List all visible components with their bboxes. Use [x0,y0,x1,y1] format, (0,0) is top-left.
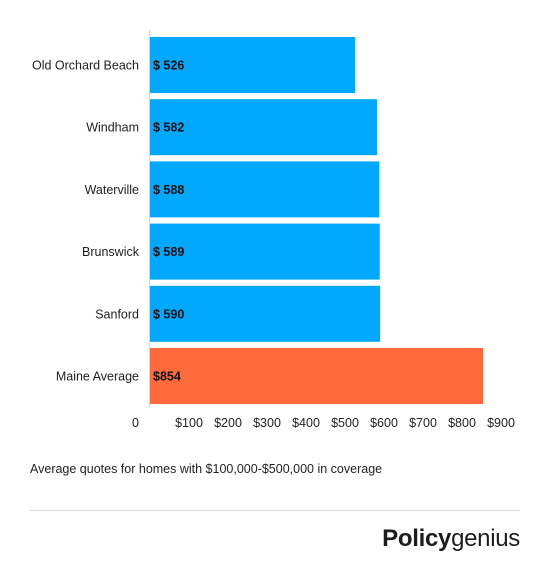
bar-brunswick [150,223,380,280]
category-label-maine-average: Maine Average [56,370,139,384]
x-axis-ticks: 0 $100 $200 $300 $400 $500 $600 $700 $800 $900 [132,416,515,430]
bar-waterville [150,161,380,218]
x-tick-label-0: 0 [132,416,139,430]
bar-old-orchard-beach [150,37,356,93]
bar-sanford [150,285,381,342]
x-tick-label-200: $200 [214,416,242,430]
data-label-brunswick: $ 589 [153,245,184,259]
data-label-waterville: $ 588 [153,183,184,197]
x-tick-label-700: $700 [409,416,437,430]
x-tick-label-400: $400 [292,416,320,430]
data-label-maine-average: $854 [153,370,181,384]
x-tick-label-600: $600 [370,416,398,430]
category-label-brunswick: Brunswick [82,245,140,259]
x-tick-label-800: $800 [448,416,476,430]
x-tick-label-300: $300 [253,416,281,430]
bars-group [150,37,484,404]
data-label-old-orchard-beach: $ 526 [153,59,184,73]
divider [30,510,520,511]
bar-windham [150,99,377,156]
category-label-old-orchard-beach: Old Orchard Beach [32,59,139,73]
bar-chart: Old Orchard Beach $ 526 Windham $ 582 Waterv… [32,30,515,430]
data-label-windham: $ 582 [153,121,184,135]
x-tick-label-100: $100 [175,416,203,430]
labels-group: Old Orchard Beach $ 526 Windham $ 582 Waterv… [32,59,184,384]
policygenius-logo: Policygenius [382,527,520,551]
logo-part-policy: Policy [382,525,452,552]
category-label-windham: Windham [86,121,139,135]
x-tick-label-500: $500 [331,416,359,430]
x-tick-label-900: $900 [487,416,515,430]
logo-part-genius: genius [451,525,520,552]
category-label-waterville: Waterville [85,183,139,197]
bar-maine-average [150,348,484,404]
data-label-sanford: $ 590 [153,307,184,321]
chart-caption: Average quotes for homes with $100,000-$… [30,462,383,476]
category-label-sanford: Sanford [95,307,139,321]
